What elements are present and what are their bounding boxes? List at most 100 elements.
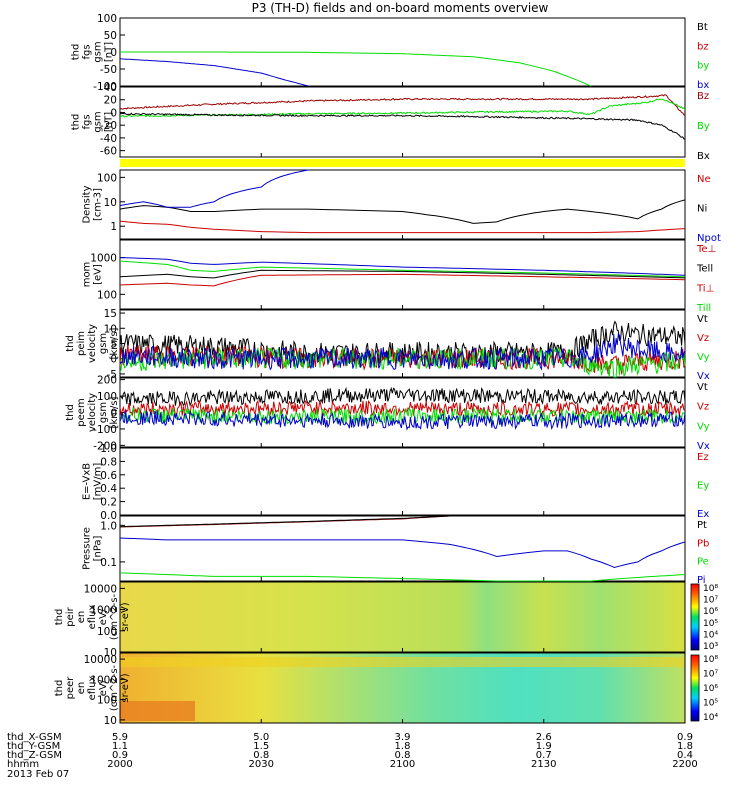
ytick-label: -20 <box>100 120 117 132</box>
ytick-label: 5 <box>110 339 117 351</box>
ytick-label: 100 <box>97 695 117 707</box>
ylabel-line: thd <box>71 114 82 131</box>
colorbar-tick-label: 10⁶ <box>703 684 718 694</box>
ylabel-line: sr-eV) <box>120 673 131 702</box>
ylabel-line: en <box>76 611 87 624</box>
ephemeris-value: 1.1 <box>112 741 128 752</box>
ytick-label: 10 <box>104 647 117 659</box>
colorbar-tick-label: 10⁵ <box>703 619 718 629</box>
ephemeris-value: 1.8 <box>395 741 411 752</box>
ephemeris-label: thd_X-GSM <box>7 732 62 743</box>
ytick-label: 0.2 <box>100 497 117 509</box>
ylabel-line: (cm^2-s- <box>109 593 120 640</box>
ytick-label: 1 <box>110 221 117 233</box>
colorbar-tick-label: 10⁴ <box>703 713 718 723</box>
colorbar-tick-label: 10³ <box>703 642 718 652</box>
series-Bz <box>119 94 686 117</box>
panel-5: 200 100 0 -100 -200 thd peem velocity gsm [km/s] V… <box>65 375 710 453</box>
ylabel-line: thd <box>65 335 76 352</box>
ytick-label: 100 <box>97 289 117 301</box>
ylabel-line: fgs <box>82 114 93 129</box>
legend-entry: Bx <box>697 151 710 162</box>
ylabel-line: gsm <box>98 402 109 423</box>
ytick-label: 1000 <box>90 674 117 686</box>
ylabel-line: Pressure <box>82 527 93 570</box>
ylabel-line: [eV] <box>93 264 104 285</box>
ephemeris-value: 0.4 <box>677 750 693 761</box>
panel-frame-6 <box>119 447 686 516</box>
ylabel-line: [nPa] <box>93 535 104 561</box>
date-label: 2013 Feb 07 <box>7 769 69 780</box>
ytick-label: 1000 <box>90 605 117 617</box>
ylabel-line: [nT] <box>104 112 115 132</box>
legend-entry: bx <box>697 80 709 91</box>
series-Ti⊥ <box>119 257 686 276</box>
ylabel-line: thd <box>54 609 65 626</box>
colorbar-tick-label: 10⁸ <box>703 584 718 594</box>
panel-0: 100 50 0 -50 -100 thd fgs gsm [nT] Bt bz by bx <box>71 13 710 93</box>
xtick-label: 2200 <box>672 759 697 770</box>
ephemeris-value: 5.0 <box>253 732 269 743</box>
ylabel-line: [nT] <box>104 42 115 62</box>
series-Till <box>119 260 686 278</box>
ytick-label: -100 <box>93 81 117 93</box>
yellow-indicator-bar <box>120 159 685 167</box>
xtick-label: 2100 <box>390 759 415 770</box>
spectrogram-8 <box>120 582 685 652</box>
colorbar-tick-label: 10⁸ <box>703 655 718 665</box>
ylabel-line: velocity <box>87 393 98 432</box>
ephemeris-value: 1.5 <box>253 741 269 752</box>
ytick-label: 0 <box>110 354 117 366</box>
ephemeris-value: 0.8 <box>253 750 269 761</box>
series-Ne <box>119 220 686 234</box>
xtick-label: 2130 <box>531 759 556 770</box>
ephemeris-value: 0.8 <box>395 750 411 761</box>
colorbar-tick-label: 10⁵ <box>703 699 718 709</box>
legend-entry: Vt <box>697 382 708 393</box>
ylabel-line: [km/s] <box>109 327 120 359</box>
ylabel-line: eV/ <box>98 608 109 625</box>
legend-entry: Tell <box>696 264 713 275</box>
ylabel-line: (cm^2-s- <box>109 664 120 711</box>
ytick-label: 10 <box>104 197 117 209</box>
ytick-label: 100 <box>97 172 117 184</box>
ytick-label: 10 <box>104 715 117 727</box>
ephemeris-value: 0.9 <box>112 750 128 761</box>
legend-entry: Vy <box>697 352 710 363</box>
ytick-label: 40 <box>104 82 117 94</box>
ylabel-line: mom <box>82 262 93 288</box>
xtick-label: 2000 <box>107 759 132 770</box>
colorbar-tick-label: 10⁶ <box>703 607 718 617</box>
ytick-label: 0.8 <box>100 456 117 468</box>
series-Vt <box>119 320 686 365</box>
panel-9: 10⁸ 10⁷ 10⁶ 10⁵ 10⁴ 10000 1000 100 10 thd peer en ef… <box>54 652 718 727</box>
ephemeris-value: 3.9 <box>395 732 411 743</box>
legend-entry: Npot <box>697 233 721 244</box>
ephemeris-footer: thd_X-GSM 5.9 5.0 3.9 2.6 0.9 thd_Y-GSM 1.1 1.5 1… <box>7 732 698 780</box>
ytick-label: 200 <box>97 375 117 387</box>
ylabel-line: sr-eV) <box>120 602 131 631</box>
ylabel-line: peer <box>65 676 76 700</box>
legend-entry: Pe <box>697 557 709 568</box>
legend-entry: by <box>697 61 709 72</box>
legend-entry: Ni <box>697 204 707 215</box>
series-by <box>120 51 591 87</box>
ytick-label: -50 <box>100 64 117 76</box>
ylabel-line: gsm <box>98 333 109 354</box>
ylabel-line: Density <box>82 185 93 223</box>
panel-frame-7 <box>119 515 686 582</box>
ephemeris-label: thd_Y-GSM <box>7 741 60 752</box>
ytick-label: 10000 <box>84 654 117 666</box>
ytick-label: -5 <box>107 369 117 381</box>
series-Npot <box>119 169 309 208</box>
ylabel-line: peir <box>65 606 76 626</box>
ytick-label: 0.4 <box>100 483 117 495</box>
legend-entry: bz <box>697 41 709 52</box>
ephemeris-value: 0.7 <box>536 750 552 761</box>
ytick-label: 0.6 <box>100 470 117 482</box>
ylabel-line: [mV/m] <box>93 463 104 501</box>
series-Bx <box>119 112 686 140</box>
